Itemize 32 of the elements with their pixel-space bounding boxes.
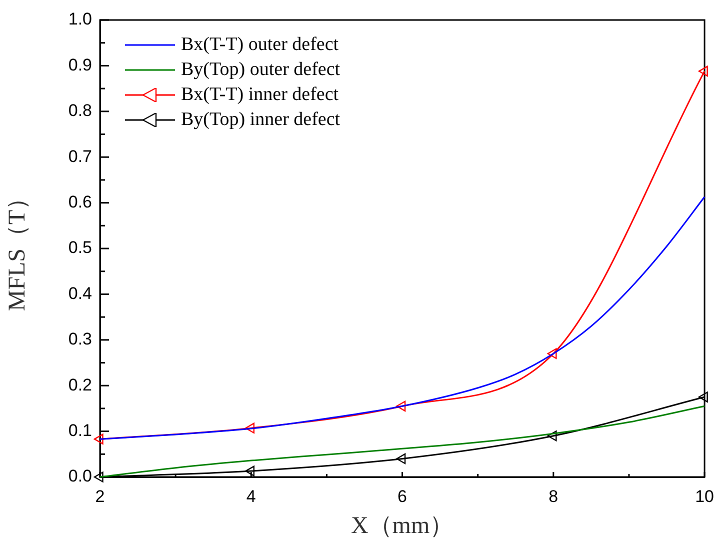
legend-label: Bx(T-T) outer defect xyxy=(181,34,339,56)
point xyxy=(245,466,254,476)
y-tick-label: 0.3 xyxy=(68,330,92,349)
y-tick-label: 0.5 xyxy=(68,238,92,258)
x-axis-title: X（mm） xyxy=(350,512,454,539)
y-tick-label: 0.6 xyxy=(68,192,92,212)
y-tick-label: 0.1 xyxy=(68,420,92,440)
point xyxy=(94,434,104,444)
legend-label: Bx(T-T) inner defect xyxy=(181,84,339,106)
y-tick-label: 1.0 xyxy=(68,10,92,29)
y-tick-label: 0.7 xyxy=(68,146,92,166)
point xyxy=(698,66,708,77)
point xyxy=(547,348,557,359)
y-tick-label: 0.2 xyxy=(68,375,92,394)
y-tick-label: 0.4 xyxy=(68,284,92,303)
x-tick-label: 10 xyxy=(695,486,714,506)
point xyxy=(547,430,557,442)
y-axis-title: MFLS（T） xyxy=(4,186,31,312)
x-tick-label: 2 xyxy=(95,486,105,506)
legend-label: By(Top) inner defect xyxy=(181,108,340,130)
point xyxy=(94,472,104,482)
point xyxy=(245,422,254,434)
y-tick-label: 0.8 xyxy=(68,101,92,120)
point xyxy=(396,400,406,412)
legend-label: By(Top) outer defect xyxy=(181,58,340,80)
x-tick-label: 4 xyxy=(246,486,256,506)
x-tick-label: 8 xyxy=(548,486,558,506)
x-tick-label: 6 xyxy=(398,486,408,506)
point xyxy=(396,453,406,464)
y-tick-label: 0.9 xyxy=(68,55,92,74)
point xyxy=(698,392,708,402)
y-tick-label: 0.0 xyxy=(68,466,92,486)
